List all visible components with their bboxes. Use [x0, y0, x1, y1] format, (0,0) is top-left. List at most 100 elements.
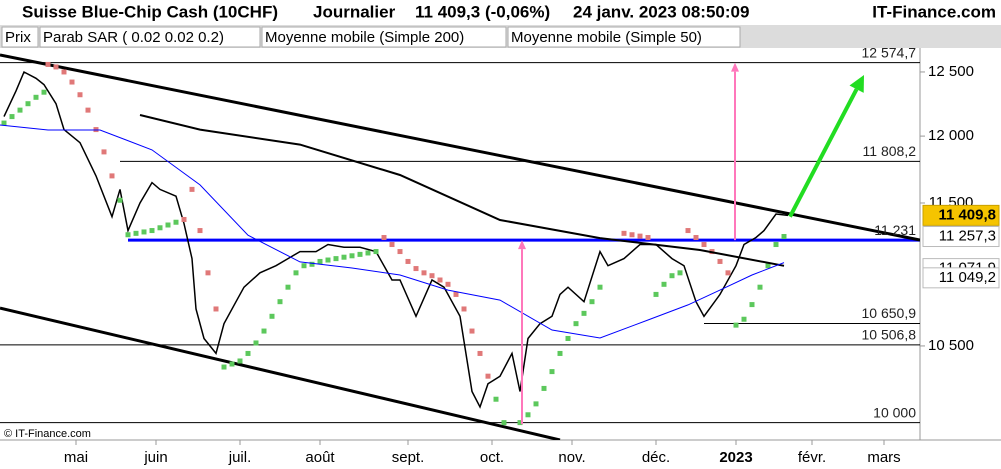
sar-dot — [461, 306, 467, 312]
sar-dot — [101, 149, 107, 155]
sar-dot — [765, 263, 771, 269]
sar-dot — [189, 186, 195, 192]
sar-dot — [445, 281, 451, 287]
legend-box — [261, 26, 507, 48]
last-quote: 11 409,3 (-0,06%) — [415, 2, 550, 21]
level-label: 11 808,2 — [863, 143, 917, 159]
sar-dot — [405, 258, 411, 264]
sar-dot — [725, 270, 731, 276]
sar-dot — [597, 284, 603, 290]
sar-dot — [253, 340, 259, 346]
legend-box — [39, 26, 261, 48]
sar-dot — [9, 114, 15, 120]
x-tick-label: juil. — [228, 449, 252, 466]
sar-dot — [549, 369, 555, 375]
sar-dot — [349, 253, 355, 259]
level-label: 10 506,8 — [862, 327, 917, 343]
arrow-shaft — [788, 88, 859, 218]
x-tick-label: sept. — [392, 449, 425, 466]
sar-dot — [653, 291, 659, 297]
x-tick-label: août — [305, 449, 335, 466]
x-tick-label: nov. — [558, 449, 585, 466]
sar-dot — [245, 350, 251, 356]
trendline — [0, 306, 561, 440]
sar-dot — [453, 291, 459, 297]
timestamp: 24 janv. 2023 08:50:09 — [573, 2, 749, 21]
sar-dot — [33, 94, 39, 100]
sar-dot — [317, 258, 323, 264]
sar-dot — [277, 299, 283, 305]
sar-dot — [389, 242, 395, 248]
sar-dot — [45, 61, 51, 67]
sar-dot — [133, 230, 139, 236]
sar-dot — [557, 350, 563, 356]
sar-dot — [485, 373, 491, 379]
trendline — [0, 53, 920, 242]
x-tick-label: oct. — [480, 449, 504, 466]
sar-dot — [293, 270, 299, 276]
sar-dot — [173, 219, 179, 225]
sar-dot — [1, 120, 7, 126]
level-label: 10 000 — [873, 404, 916, 420]
sar-dot — [685, 228, 691, 234]
level-label: 12 574,7 — [862, 44, 917, 60]
sar-dot — [629, 232, 635, 238]
sar-dot — [429, 273, 435, 279]
legend-box — [507, 26, 741, 48]
source: IT-Finance.com — [872, 2, 996, 21]
sar-dot — [309, 261, 315, 267]
series-line — [0, 124, 785, 339]
sar-dot — [749, 302, 755, 308]
sar-dot — [581, 310, 587, 316]
arrow-head — [518, 240, 526, 250]
sar-dot — [301, 263, 307, 269]
x-tick-label: juin — [143, 449, 167, 466]
sar-dot — [773, 242, 779, 248]
x-tick-label: mai — [64, 449, 88, 466]
legend-entry: Prix — [5, 29, 31, 46]
sar-dot — [493, 396, 499, 402]
sar-dot — [565, 335, 571, 341]
sar-dot — [53, 64, 59, 70]
period: Journalier — [313, 2, 396, 21]
sar-dot — [477, 350, 483, 356]
sar-dot — [533, 401, 539, 407]
sar-dot — [229, 361, 235, 367]
sar-dot — [269, 313, 275, 319]
sar-dot — [733, 322, 739, 328]
sar-dot — [205, 270, 211, 276]
sar-dot — [77, 92, 83, 98]
sar-dot — [437, 277, 443, 283]
sar-dot — [17, 107, 23, 113]
sar-dot — [213, 306, 219, 312]
sar-dot — [285, 284, 291, 290]
sar-dot — [25, 101, 31, 107]
price-badge-label: 11 049,2 — [939, 269, 996, 286]
sar-dot — [341, 254, 347, 260]
legend-entry: Moyenne mobile (Simple 50) — [511, 29, 702, 46]
sar-dot — [397, 249, 403, 255]
sar-dot — [757, 284, 763, 290]
arrow-head — [731, 62, 739, 72]
legend-entry: Parab SAR ( 0.02 0.02 0.2) — [43, 29, 224, 46]
price-badge-label: 11 257,3 — [939, 227, 996, 244]
sar-dot — [197, 228, 203, 234]
sar-dot — [357, 251, 363, 257]
plot-area — [0, 53, 920, 440]
sar-dot — [669, 273, 675, 279]
sar-dot — [157, 225, 163, 231]
sar-dot — [589, 299, 595, 305]
y-tick-label: 12 000 — [928, 127, 974, 144]
sar-dot — [645, 235, 651, 241]
arrow-head — [849, 74, 864, 93]
sar-dot — [117, 197, 123, 203]
sar-dot — [237, 358, 243, 364]
legend-entry: Moyenne mobile (Simple 200) — [265, 29, 464, 46]
price-badge — [922, 204, 1000, 226]
sar-dot — [421, 270, 427, 276]
copyright: © IT-Finance.com — [4, 428, 91, 440]
sar-dot — [365, 250, 371, 256]
sar-dot — [637, 233, 643, 239]
sar-dot — [373, 249, 379, 255]
